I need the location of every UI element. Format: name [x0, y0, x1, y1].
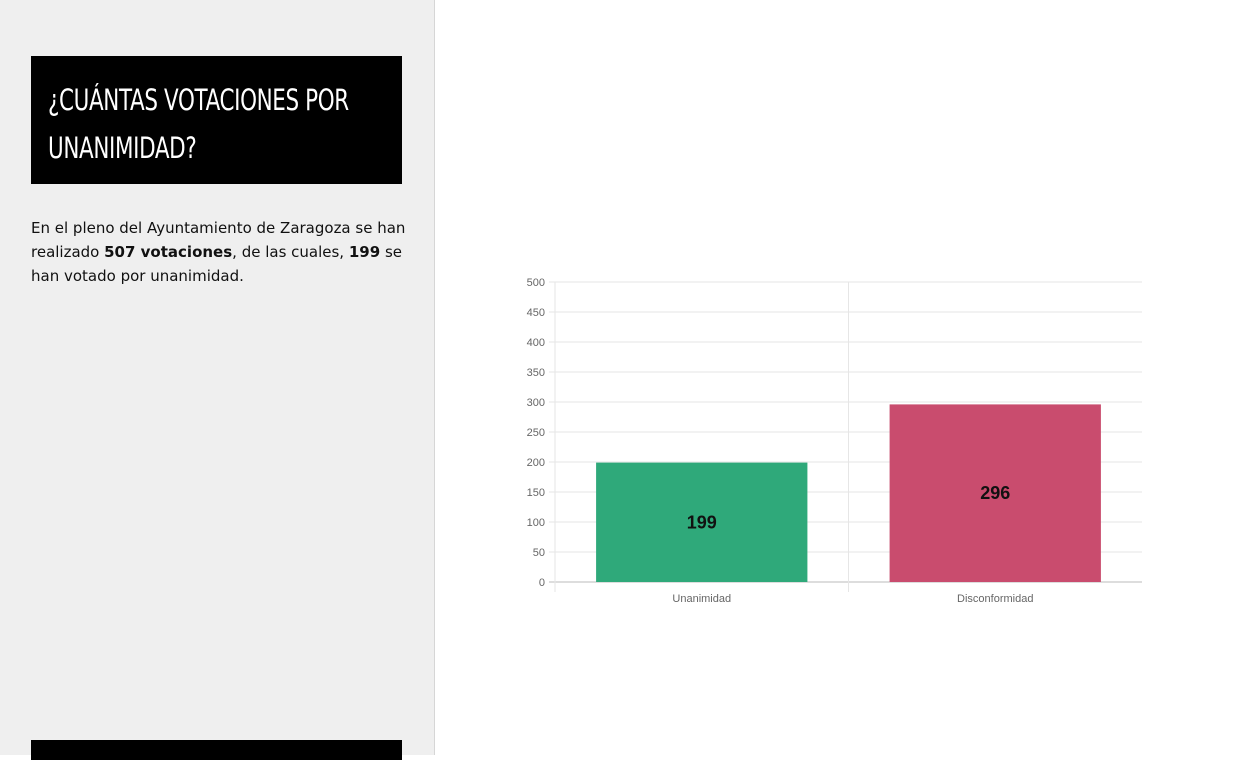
intro-text-part1: En el pleno del Ayuntamiento de Zaragoza…: [31, 219, 406, 261]
next-section-box: [31, 740, 402, 760]
intro-text-part2: , de las cuales,: [232, 243, 349, 261]
sidebar: ¿CUÁNTAS VOTACIONES POR UNANIMIDAD? En e…: [0, 0, 435, 760]
bar-chart: 0 50 100 150 200 250 300 350 400 450 500 199 Unanimi…: [527, 277, 1142, 605]
y-tick-label: 0: [539, 577, 545, 589]
intro-votes-total: 507 votaciones: [104, 243, 233, 261]
intro-text-part3: se han votado por unanimidad.: [31, 243, 402, 285]
intro-unanimous-count: 199: [348, 243, 381, 261]
intro-text: En el pleno del Ayuntamiento de Zaragoza…: [31, 216, 406, 288]
title-box: ¿CUÁNTAS VOTACIONES POR UNANIMIDAD?: [31, 56, 402, 184]
y-tick-label: 500: [527, 277, 545, 289]
x-tick-label: Disconformidad: [957, 593, 1033, 605]
y-tick-label: 450: [527, 307, 545, 319]
y-tick-label: 50: [533, 547, 545, 559]
y-tick-label: 350: [527, 367, 545, 379]
page-title: ¿CUÁNTAS VOTACIONES POR UNANIMIDAD?: [48, 83, 349, 165]
bar-unanimidad: [596, 462, 808, 582]
y-tick-label: 400: [527, 337, 545, 349]
bar-disconformidad: [889, 404, 1101, 582]
bar-data-label: 296: [980, 483, 1010, 503]
y-tick-label: 300: [527, 397, 545, 409]
y-tick-label: 250: [527, 427, 545, 439]
x-tick-label: Unanimidad: [672, 593, 731, 605]
y-tick-label: 200: [527, 457, 545, 469]
y-tick-label: 100: [527, 517, 545, 529]
bar-data-label: 199: [687, 512, 717, 532]
y-tick-label: 150: [527, 487, 545, 499]
